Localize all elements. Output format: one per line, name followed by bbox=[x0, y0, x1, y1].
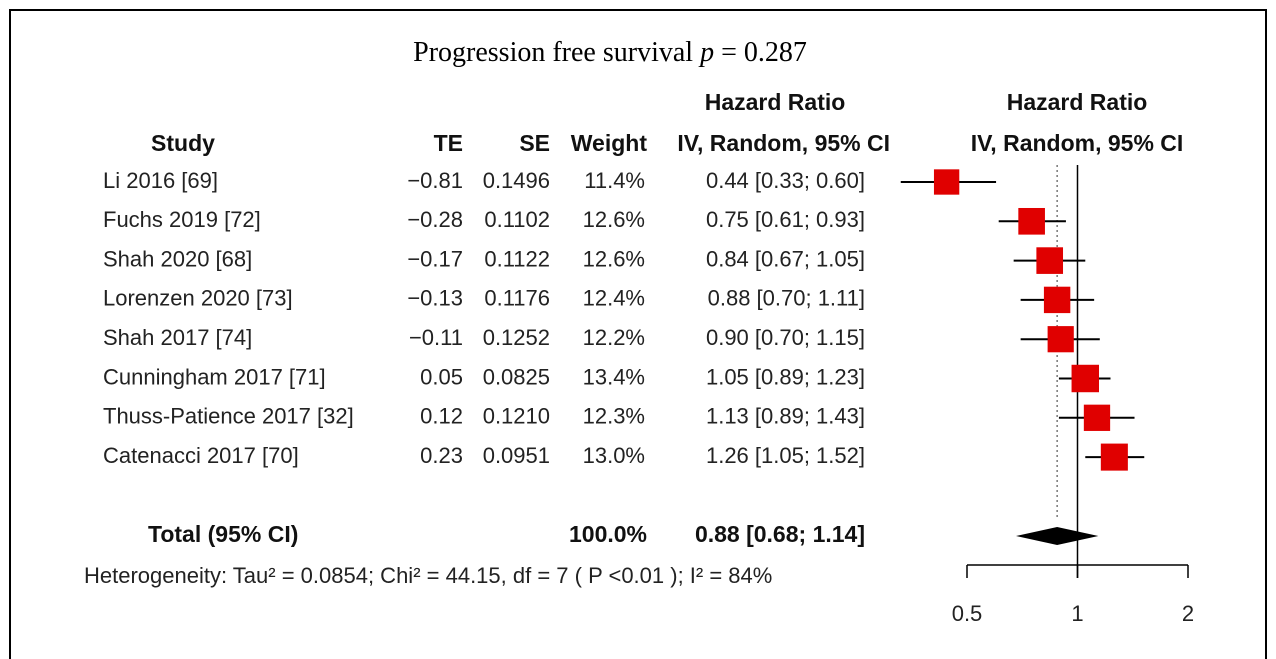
study-square bbox=[1043, 286, 1071, 314]
x-tick-label: 1 bbox=[1071, 601, 1083, 626]
weight: 13.0% bbox=[583, 443, 645, 468]
study-name: Shah 2020 [68] bbox=[103, 246, 252, 271]
weight: 12.2% bbox=[583, 325, 645, 350]
header: SE bbox=[519, 130, 550, 156]
weight: 13.4% bbox=[583, 364, 645, 389]
header: Hazard Ratio bbox=[705, 89, 846, 115]
te: −0.13 bbox=[407, 286, 463, 311]
te: −0.11 bbox=[409, 325, 463, 350]
study-square bbox=[1018, 207, 1045, 235]
study-square bbox=[1100, 443, 1128, 471]
te: −0.17 bbox=[407, 246, 463, 271]
header: IV, Random, 95% CI bbox=[677, 130, 890, 156]
header: TE bbox=[434, 130, 463, 156]
study-square bbox=[933, 169, 960, 195]
se: 0.1176 bbox=[484, 286, 550, 311]
te: −0.28 bbox=[407, 207, 463, 232]
study-square bbox=[1047, 326, 1074, 353]
study-name: Cunningham 2017 [71] bbox=[103, 364, 326, 389]
study-name: Thuss-Patience 2017 [32] bbox=[103, 404, 354, 429]
x-tick-label: 2 bbox=[1182, 601, 1194, 626]
heterogeneity: Heterogeneity: Tau² = 0.0854; Chi² = 44.… bbox=[84, 563, 772, 588]
te: 0.23 bbox=[420, 443, 463, 468]
se: 0.1102 bbox=[484, 207, 550, 232]
total-name: Total (95% CI) bbox=[148, 521, 298, 547]
weight: 12.6% bbox=[583, 246, 645, 271]
ci-text: 0.90 [0.70; 1.15] bbox=[706, 325, 865, 350]
weight: 11.4% bbox=[584, 168, 645, 193]
study-name: Shah 2017 [74] bbox=[103, 325, 252, 350]
te: 0.05 bbox=[420, 364, 463, 389]
title: Progression free survival p = 0.287 bbox=[413, 37, 807, 68]
te: −0.81 bbox=[407, 168, 463, 193]
weight: 12.6% bbox=[583, 207, 645, 232]
total-ci: 0.88 [0.68; 1.14] bbox=[695, 521, 865, 547]
se: 0.0825 bbox=[483, 364, 550, 389]
se: 0.1122 bbox=[484, 246, 550, 271]
study-square bbox=[1083, 404, 1111, 431]
se: 0.0951 bbox=[483, 443, 550, 468]
title-stat-value: = 0.287 bbox=[721, 37, 807, 68]
weight: 12.3% bbox=[583, 404, 645, 429]
ci-text: 1.13 [0.89; 1.43] bbox=[706, 404, 865, 429]
te: 0.12 bbox=[420, 404, 463, 429]
ci-text: 1.05 [0.89; 1.23] bbox=[706, 364, 865, 389]
study-name: Fuchs 2019 [72] bbox=[103, 207, 261, 232]
study-square bbox=[1071, 364, 1100, 393]
pooled-diamond bbox=[1016, 527, 1099, 545]
study-square bbox=[1036, 247, 1064, 274]
ci-text: 0.75 [0.61; 0.93] bbox=[706, 207, 865, 232]
weight: 12.4% bbox=[583, 286, 645, 311]
total-weight: 100.0% bbox=[569, 521, 647, 547]
se: 0.1252 bbox=[483, 325, 550, 350]
se: 0.1496 bbox=[483, 168, 550, 193]
frame bbox=[9, 9, 1267, 659]
header: Hazard Ratio bbox=[1007, 89, 1148, 115]
ci-text: 0.84 [0.67; 1.05] bbox=[706, 246, 865, 271]
ci-text: 0.88 [0.70; 1.11] bbox=[708, 286, 865, 311]
title-text: Progression free survival bbox=[413, 37, 693, 68]
study-name: Lorenzen 2020 [73] bbox=[103, 286, 293, 311]
header: IV, Random, 95% CI bbox=[971, 130, 1184, 156]
study-name: Catenacci 2017 [70] bbox=[103, 443, 299, 468]
ci-text: 0.44 [0.33; 0.60] bbox=[706, 168, 865, 193]
title-stat: p bbox=[698, 37, 714, 68]
se: 0.1210 bbox=[483, 404, 550, 429]
study-name: Li 2016 [69] bbox=[103, 168, 218, 193]
x-tick-label: 0.5 bbox=[952, 601, 983, 626]
header: Weight bbox=[571, 130, 648, 156]
header: Study bbox=[151, 130, 215, 156]
ci-text: 1.26 [1.05; 1.52] bbox=[706, 443, 865, 468]
